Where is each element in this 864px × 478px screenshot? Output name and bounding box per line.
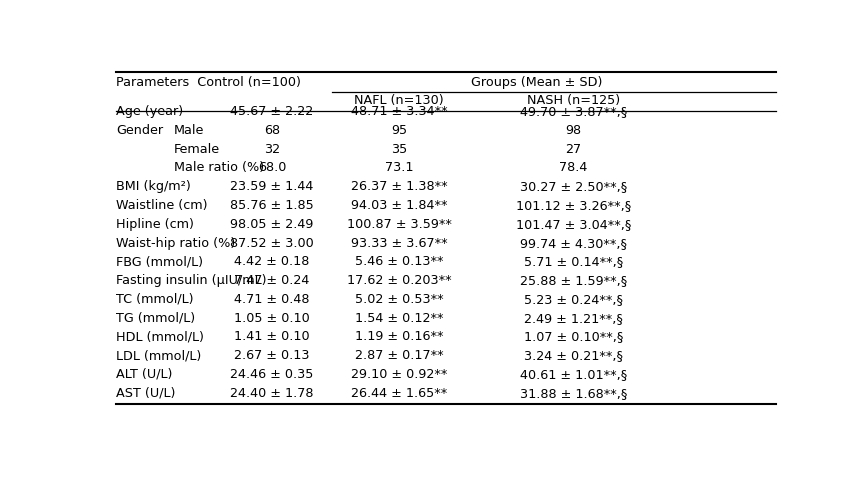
Text: 99.74 ± 4.30**,§: 99.74 ± 4.30**,§ [520,237,627,250]
Text: Groups (Mean ± SD): Groups (Mean ± SD) [471,76,602,89]
Text: 40.61 ± 1.01**,§: 40.61 ± 1.01**,§ [520,368,627,381]
Text: 1.41 ± 0.10: 1.41 ± 0.10 [234,330,310,343]
Text: ALT (U/L): ALT (U/L) [116,368,173,381]
Text: 4.42 ± 0.18: 4.42 ± 0.18 [234,255,309,268]
Text: 45.67 ± 2.22: 45.67 ± 2.22 [231,105,314,118]
Text: 1.19 ± 0.16**: 1.19 ± 0.16** [355,330,443,343]
Text: 5.71 ± 0.14**,§: 5.71 ± 0.14**,§ [524,255,623,268]
Text: 7.47 ± 0.24: 7.47 ± 0.24 [234,274,309,287]
Text: 68.0: 68.0 [257,162,286,174]
Text: 49.70 ± 3.87**,§: 49.70 ± 3.87**,§ [520,105,627,118]
Text: 30.27 ± 2.50**,§: 30.27 ± 2.50**,§ [520,180,627,193]
Text: BMI (kg/m²): BMI (kg/m²) [116,180,191,193]
Text: 24.46 ± 0.35: 24.46 ± 0.35 [231,368,314,381]
Text: 5.46 ± 0.13**: 5.46 ± 0.13** [355,255,443,268]
Text: HDL (mmol/L): HDL (mmol/L) [116,330,204,343]
Text: 1.54 ± 0.12**: 1.54 ± 0.12** [355,312,443,325]
Text: 23.59 ± 1.44: 23.59 ± 1.44 [231,180,314,193]
Text: 3.24 ± 0.21**,§: 3.24 ± 0.21**,§ [524,349,623,362]
Text: 68: 68 [264,124,280,137]
Text: 35: 35 [391,143,408,156]
Text: FBG (mmol/L): FBG (mmol/L) [116,255,203,268]
Text: Gender: Gender [116,124,163,137]
Text: 48.71 ± 3.34**: 48.71 ± 3.34** [351,105,448,118]
Text: Male ratio (%): Male ratio (%) [174,162,264,174]
Text: Male: Male [174,124,204,137]
Text: TG (mmol/L): TG (mmol/L) [116,312,195,325]
Text: Waistline (cm): Waistline (cm) [116,199,207,212]
Text: 78.4: 78.4 [559,162,588,174]
Text: 100.87 ± 3.59**: 100.87 ± 3.59** [346,218,452,231]
Text: TC (mmol/L): TC (mmol/L) [116,293,194,306]
Text: 2.49 ± 1.21**,§: 2.49 ± 1.21**,§ [524,312,623,325]
Text: NAFL (n=130): NAFL (n=130) [354,94,444,107]
Text: 26.44 ± 1.65**: 26.44 ± 1.65** [351,387,448,400]
Text: 73.1: 73.1 [385,162,414,174]
Text: 29.10 ± 0.92**: 29.10 ± 0.92** [351,368,448,381]
Text: 94.03 ± 1.84**: 94.03 ± 1.84** [351,199,448,212]
Text: 4.71 ± 0.48: 4.71 ± 0.48 [234,293,310,306]
Text: Waist-hip ratio (%): Waist-hip ratio (%) [116,237,235,250]
Text: 1.05 ± 0.10: 1.05 ± 0.10 [234,312,310,325]
Text: 5.23 ± 0.24**,§: 5.23 ± 0.24**,§ [524,293,623,306]
Text: 24.40 ± 1.78: 24.40 ± 1.78 [231,387,314,400]
Text: 101.12 ± 3.26**,§: 101.12 ± 3.26**,§ [516,199,631,212]
Text: Fasting insulin (μIU/mL): Fasting insulin (μIU/mL) [116,274,266,287]
Text: 95: 95 [391,124,407,137]
Text: 93.33 ± 3.67**: 93.33 ± 3.67** [351,237,448,250]
Text: LDL (mmol/L): LDL (mmol/L) [116,349,201,362]
Text: 25.88 ± 1.59**,§: 25.88 ± 1.59**,§ [520,274,627,287]
Text: Hipline (cm): Hipline (cm) [116,218,194,231]
Text: 2.67 ± 0.13: 2.67 ± 0.13 [234,349,310,362]
Text: 1.07 ± 0.10**,§: 1.07 ± 0.10**,§ [524,330,623,343]
Text: 27: 27 [565,143,581,156]
Text: NASH (n=125): NASH (n=125) [527,94,620,107]
Text: 87.52 ± 3.00: 87.52 ± 3.00 [230,237,314,250]
Text: Age (year): Age (year) [116,105,183,118]
Text: 17.62 ± 0.203**: 17.62 ± 0.203** [347,274,452,287]
Text: 101.47 ± 3.04**,§: 101.47 ± 3.04**,§ [516,218,631,231]
Text: 32: 32 [264,143,280,156]
Text: Parameters  Control (n=100): Parameters Control (n=100) [116,76,301,89]
Text: 31.88 ± 1.68**,§: 31.88 ± 1.68**,§ [519,387,627,400]
Text: 26.37 ± 1.38**: 26.37 ± 1.38** [351,180,448,193]
Text: Female: Female [174,143,219,156]
Text: AST (U/L): AST (U/L) [116,387,175,400]
Text: 98.05 ± 2.49: 98.05 ± 2.49 [231,218,314,231]
Text: 2.87 ± 0.17**: 2.87 ± 0.17** [355,349,443,362]
Text: 85.76 ± 1.85: 85.76 ± 1.85 [230,199,314,212]
Text: 98: 98 [565,124,581,137]
Text: 5.02 ± 0.53**: 5.02 ± 0.53** [355,293,443,306]
